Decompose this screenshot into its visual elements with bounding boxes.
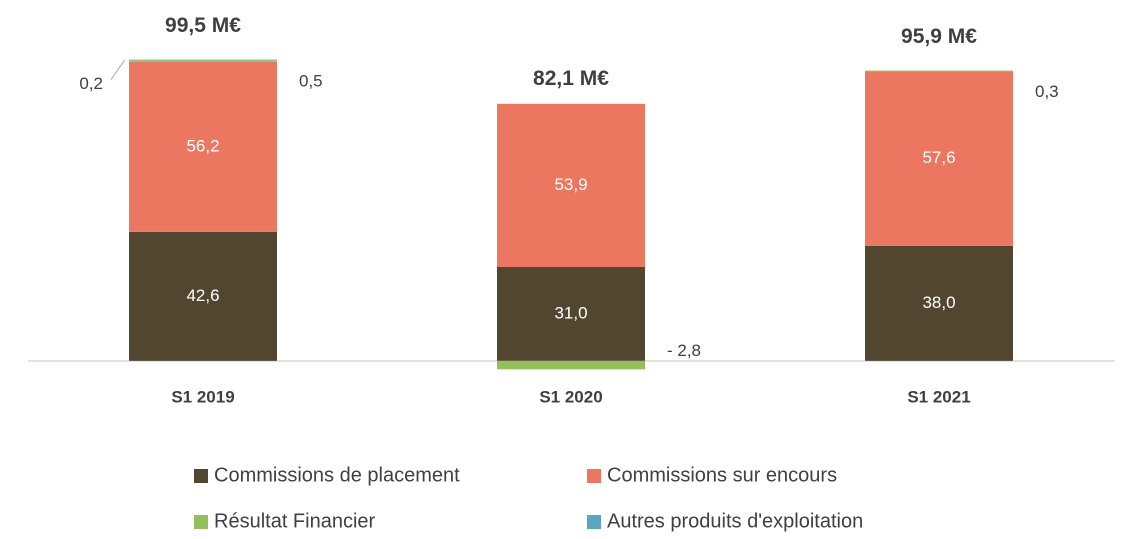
- legend-swatch: [194, 469, 208, 483]
- value-label: 57,6: [922, 148, 955, 167]
- bar-segment: [129, 231, 277, 361]
- bar-segment: [865, 70, 1013, 72]
- x-tick-label: S1 2021: [907, 387, 970, 406]
- value-label: 0,5: [299, 72, 323, 91]
- legend-label: Résultat Financier: [214, 510, 376, 532]
- legend-label: Commissions sur encours: [607, 464, 837, 486]
- legend-swatch: [587, 469, 601, 483]
- x-tick-label: S1 2020: [539, 387, 602, 406]
- value-label: 53,9: [554, 175, 587, 194]
- legend-swatch: [194, 515, 208, 529]
- bar-segment: [497, 103, 645, 268]
- bar-segment: [129, 59, 277, 61]
- x-tick-label: S1 2019: [171, 387, 234, 406]
- value-label: 38,0: [922, 293, 955, 312]
- bar-segment: [129, 60, 277, 62]
- bar-segment: [865, 245, 1013, 361]
- value-label: 0,3: [1035, 82, 1059, 101]
- total-label: 82,1 M€: [533, 67, 609, 90]
- bar-segment: [129, 61, 277, 232]
- bar-segment: [497, 267, 645, 361]
- total-label: 95,9 M€: [901, 25, 977, 48]
- value-label: 42,6: [186, 286, 219, 305]
- legend-swatch: [587, 515, 601, 529]
- legend-label: Autres produits d'exploitation: [607, 510, 863, 532]
- value-label: - 2,8: [667, 341, 701, 360]
- legend-label: Commissions de placement: [214, 464, 460, 486]
- total-label: 99,5 M€: [165, 14, 241, 37]
- value-label: 0,2: [79, 74, 103, 93]
- value-label: 31,0: [554, 303, 587, 322]
- bar-segment: [865, 71, 1013, 246]
- leader-line: [110, 59, 126, 80]
- value-label: 56,2: [186, 136, 219, 155]
- bar-segment: [497, 360, 645, 370]
